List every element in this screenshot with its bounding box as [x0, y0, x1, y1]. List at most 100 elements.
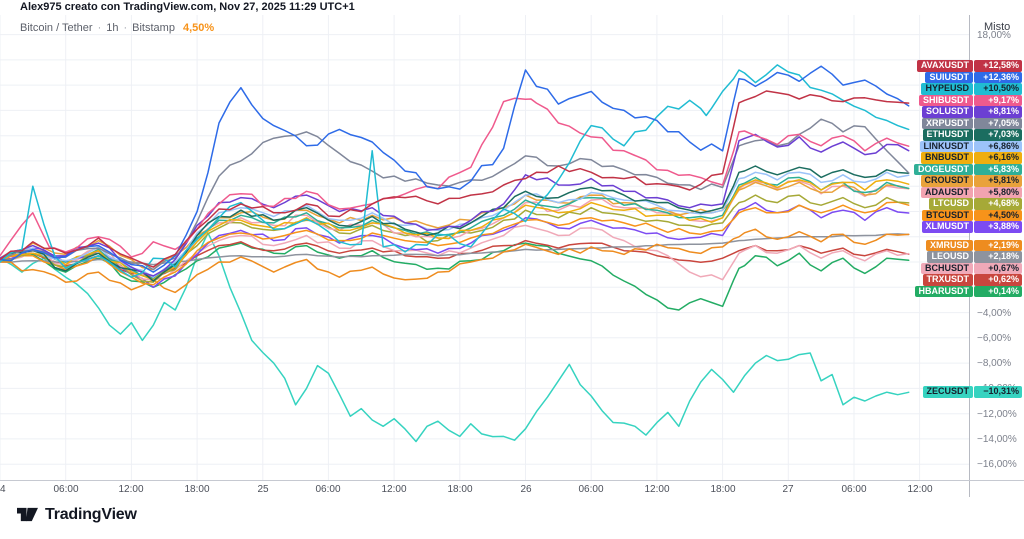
badge-symbol[interactable]: HBARUSDT — [914, 285, 973, 297]
series-line-BTCUSDT[interactable] — [0, 201, 910, 286]
time-scale-label: 27 — [782, 484, 794, 495]
compare-series-badges: AVAXUSDT +12,58% SUIUSDT +12,36% HYPEUSD +10,… — [913, 60, 1022, 297]
series-line-SHIBUSDT[interactable] — [0, 97, 910, 258]
tradingview-logo[interactable]: TradingView — [16, 504, 137, 525]
attribution-text: Alex975 creato con TradingView.com, Nov … — [20, 1, 355, 13]
compare-badge-HYPEUSD[interactable]: HYPEUSD +10,50% — [921, 83, 1022, 95]
badge-change: +9,17% — [974, 94, 1022, 106]
badge-change: +5,81% — [974, 175, 1022, 187]
price-scale-label: −4,00% — [977, 308, 1012, 319]
series-line-HYPEUSD[interactable] — [0, 64, 910, 278]
series-line-ETHUSDT[interactable] — [0, 165, 910, 282]
separator-dot: · — [97, 22, 102, 34]
time-scale-label: 06:00 — [578, 484, 604, 495]
series-line-XRPUSDT[interactable] — [0, 118, 910, 271]
time-scale-label: 12:00 — [381, 484, 407, 495]
badge-change: +12,58% — [974, 60, 1022, 72]
badge-change: +5,80% — [974, 186, 1022, 198]
series-line-LEOUSD[interactable] — [0, 233, 910, 266]
tradingview-logo-text: TradingView — [45, 505, 137, 523]
series-line-ZECUSDT[interactable] — [0, 232, 910, 443]
series-line-AVAXUSDT[interactable] — [0, 90, 910, 268]
time-scale-label: 06:00 — [315, 484, 341, 495]
badge-symbol[interactable]: AVAXUSDT — [916, 60, 973, 72]
chart-area[interactable]: Bitcoin / Tether · 1h · Bitstamp 4,50% Misto … — [0, 15, 1024, 497]
price-scale-mode-label[interactable]: Misto — [984, 21, 1011, 33]
badge-change: +6,86% — [974, 140, 1022, 152]
badge-change: +5,83% — [974, 163, 1022, 175]
symbol-interval[interactable]: 1h — [106, 22, 119, 34]
badge-symbol[interactable]: SHIBUSDT — [918, 94, 973, 106]
compare-badge-LTCUSD[interactable]: LTCUSD +4,68% — [929, 198, 1022, 210]
symbol-info-bar[interactable]: Bitcoin / Tether · 1h · Bitstamp 4,50% — [20, 22, 214, 34]
compare-badge-LEOUSD[interactable]: LEOUSD +2,18% — [927, 251, 1022, 263]
compare-badge-AVAXUSDT[interactable]: AVAXUSDT +12,58% — [916, 60, 1022, 72]
badge-symbol[interactable]: SUIUSDT — [925, 71, 973, 83]
price-scale-label: 18,00% — [977, 30, 1011, 41]
time-scale-label: 06:00 — [53, 484, 79, 495]
series-line-SUIUSDT[interactable] — [0, 65, 910, 273]
separator-dot: · — [123, 22, 128, 34]
badge-change: +2,19% — [974, 239, 1022, 251]
compare-badge-XMRUSD[interactable]: XMRUSD +2,19% — [925, 239, 1022, 251]
badge-symbol[interactable]: XMRUSD — [925, 239, 973, 251]
series-line-LINKUSDT[interactable] — [0, 171, 910, 278]
compare-badge-BCHUSDT[interactable]: BCHUSDT +0,67% — [921, 262, 1022, 274]
compare-badge-CROUSDT[interactable]: CROUSDT +5,81% — [920, 175, 1022, 187]
tradingview-logo-icon — [17, 507, 38, 522]
badge-symbol[interactable]: BNBUSDT — [921, 152, 973, 164]
badge-symbol[interactable]: XRPUSDT — [921, 117, 973, 129]
compare-badge-BTCUSDT[interactable]: BTCUSDT +4,50% — [922, 209, 1022, 221]
badge-change: +8,81% — [974, 106, 1022, 118]
badge-symbol[interactable]: ZECUSDT — [922, 386, 973, 398]
badge-symbol[interactable]: ADAUSDT — [921, 186, 973, 198]
compare-badge-SHIBUSDT[interactable]: SHIBUSDT +9,17% — [918, 94, 1022, 106]
badge-symbol[interactable]: BCHUSDT — [921, 262, 973, 274]
badge-symbol[interactable]: SOLUSDT — [921, 106, 973, 118]
compare-badge-TRXUSDT[interactable]: TRXUSDT +0,62% — [922, 274, 1022, 286]
badge-symbol[interactable]: TRXUSDT — [922, 274, 973, 286]
badge-change: +12,36% — [974, 71, 1022, 83]
price-chart-svg[interactable] — [0, 15, 970, 480]
time-scale-label: 26 — [520, 484, 532, 495]
badge-change: +10,50% — [974, 83, 1022, 95]
footer: TradingView — [0, 497, 1024, 539]
badge-symbol[interactable]: CROUSDT — [920, 175, 973, 187]
compare-badge-ZECUSDT[interactable]: ZECUSDT −10,31% — [922, 386, 1022, 398]
time-scale-label: 18:00 — [184, 484, 210, 495]
price-scale-label: −16,00% — [977, 459, 1017, 470]
compare-badge-BNBUSDT[interactable]: BNBUSDT +6,16% — [921, 152, 1022, 164]
symbol-title[interactable]: Bitcoin / Tether — [20, 22, 93, 34]
badge-symbol[interactable]: XLMUSDT — [921, 221, 973, 233]
price-scale-label: −12,00% — [977, 409, 1017, 420]
compare-badge-SOLUSDT[interactable]: SOLUSDT +8,81% — [921, 106, 1022, 118]
badge-symbol[interactable]: DOGEUSDT — [913, 163, 973, 175]
compare-badge-ADAUSDT[interactable]: ADAUSDT +5,80% — [921, 186, 1022, 198]
time-scale-label: 18:00 — [447, 484, 473, 495]
compare-badge-LINKUSDT[interactable]: LINKUSDT +6,86% — [919, 140, 1022, 152]
compare-badge-SUIUSDT[interactable]: SUIUSDT +12,36% — [925, 71, 1022, 83]
compare-badge-XLMUSDT[interactable]: XLMUSDT +3,88% — [921, 221, 1022, 233]
symbol-exchange[interactable]: Bitstamp — [132, 22, 175, 34]
compare-badge-ETHUSDT[interactable]: ETHUSDT +7,03% — [922, 129, 1022, 141]
series-line-DOGEUSDT[interactable] — [0, 176, 910, 280]
series-line-SOLUSDT[interactable] — [0, 133, 910, 277]
badge-symbol[interactable]: LINKUSDT — [919, 140, 973, 152]
badge-change: −10,31% — [974, 386, 1022, 398]
badge-change: +7,05% — [974, 117, 1022, 129]
series-line-XLMUSDT[interactable] — [0, 201, 910, 289]
compare-badge-XRPUSDT[interactable]: XRPUSDT +7,05% — [921, 117, 1022, 129]
badge-symbol[interactable]: BTCUSDT — [922, 209, 973, 221]
compare-badge-HBARUSDT[interactable]: HBARUSDT +0,14% — [914, 285, 1022, 297]
badge-symbol[interactable]: LTCUSD — [929, 198, 973, 210]
time-scale-border — [0, 480, 1024, 481]
compare-badge-DOGEUSDT[interactable]: DOGEUSDT +5,83% — [913, 163, 1022, 175]
badge-change: +4,50% — [974, 209, 1022, 221]
badge-change: +7,03% — [974, 129, 1022, 141]
badge-change: +0,62% — [974, 274, 1022, 286]
badge-symbol[interactable]: ETHUSDT — [922, 129, 973, 141]
badge-symbol[interactable]: LEOUSD — [927, 251, 973, 263]
badge-symbol[interactable]: HYPEUSD — [921, 83, 973, 95]
time-scale-label: 06:00 — [841, 484, 867, 495]
series-line-BNBUSDT[interactable] — [0, 179, 910, 281]
